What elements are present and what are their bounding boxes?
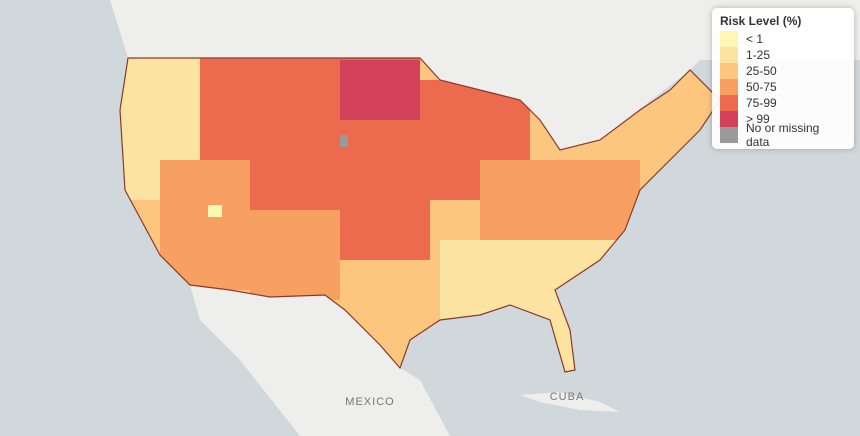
canada-land — [0, 0, 860, 150]
region — [440, 240, 640, 372]
region — [340, 135, 348, 147]
region — [340, 60, 420, 120]
legend-label: 50-75 — [746, 80, 777, 94]
legend-swatch — [720, 47, 738, 63]
region — [250, 210, 340, 300]
legend-label: 1-25 — [746, 48, 771, 62]
legend-swatch — [720, 127, 738, 143]
legend-item: 50-75 — [720, 79, 846, 95]
legend-item: 75-99 — [720, 95, 846, 111]
legend-item: 25-50 — [720, 63, 846, 79]
legend-swatch — [720, 63, 738, 79]
legend-label: No or missing data — [746, 121, 820, 149]
legend-item: 1-25 — [720, 47, 846, 63]
cuba-land — [520, 392, 620, 412]
legend-label: > 99 — [746, 112, 770, 126]
mexico-land — [190, 285, 450, 436]
legend-swatch — [720, 79, 738, 95]
legend-swatch — [720, 95, 738, 111]
legend-item: < 1 — [720, 31, 846, 47]
legend-item: No or missing data — [720, 121, 846, 149]
region — [340, 180, 430, 260]
place-label: CUBA — [550, 391, 585, 403]
legend-label: 75-99 — [746, 96, 777, 110]
place-label: MEXICO — [345, 396, 394, 408]
legend: Risk Level (%) < 1 1-25 25-50 50-75 75-99 > 9… — [712, 8, 854, 149]
region — [160, 160, 250, 290]
legend-swatch — [720, 111, 738, 127]
region — [208, 205, 222, 217]
legend-label: 25-50 — [746, 64, 777, 78]
legend-label: < 1 — [746, 32, 764, 46]
region — [480, 160, 640, 240]
legend-swatch — [720, 31, 738, 47]
legend-item: > 99 — [720, 111, 846, 127]
legend-title: Risk Level (%) — [720, 14, 802, 28]
us-outline — [119, 57, 721, 373]
